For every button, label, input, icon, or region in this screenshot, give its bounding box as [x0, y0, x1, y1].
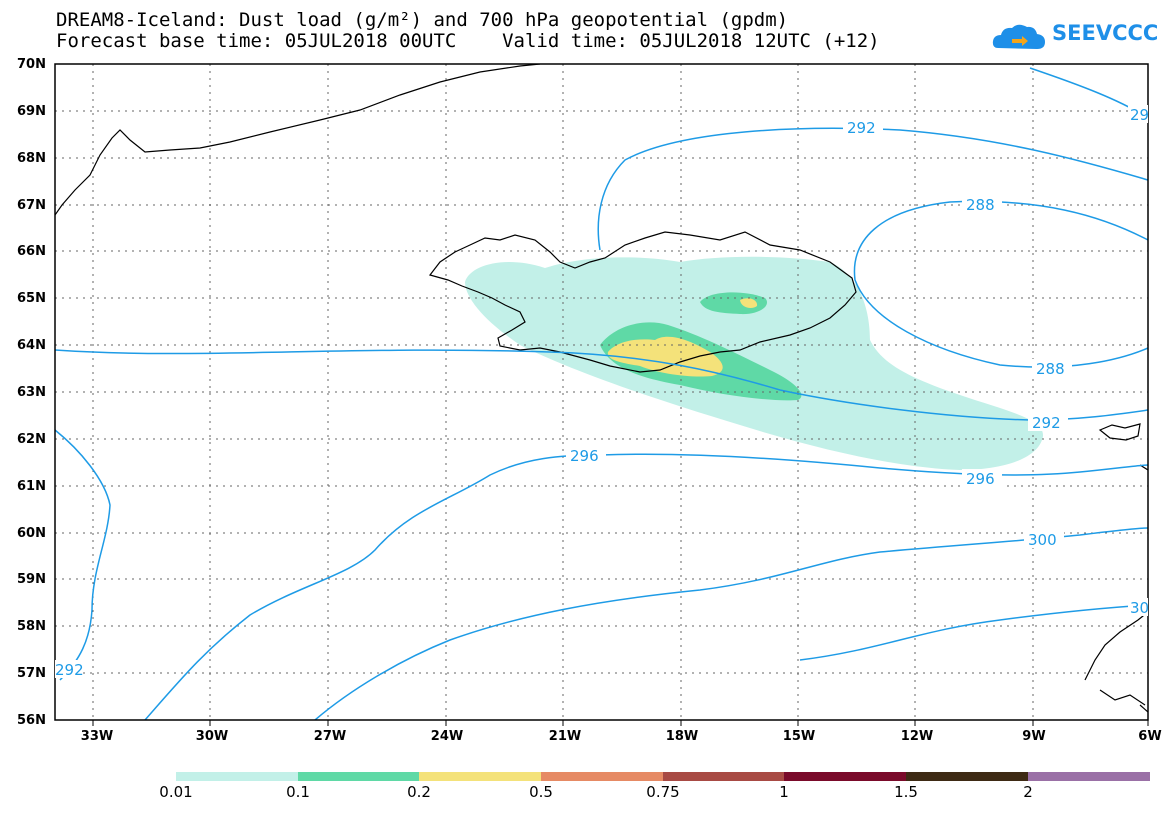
lon-label: 27W	[313, 729, 347, 744]
lat-label: 68N	[17, 151, 46, 166]
lat-label: 63N	[17, 385, 46, 400]
colorbar-swatch	[663, 772, 784, 781]
dust-0.1	[700, 292, 768, 315]
lat-label: 57N	[17, 666, 46, 681]
contour-label: 288	[966, 196, 995, 214]
colorbar-swatch	[298, 772, 419, 781]
contour-label-partial: 29	[1130, 106, 1149, 124]
lat-label: 64N	[17, 338, 46, 353]
lon-label: 30W	[195, 729, 229, 744]
lat-label: 66N	[17, 244, 46, 259]
colorbar-swatch	[419, 772, 541, 781]
lon-label: 12W	[900, 729, 934, 744]
lat-label: 62N	[17, 432, 46, 447]
contour-label: 296	[966, 470, 995, 488]
colorbar-tick: 0.01	[159, 783, 193, 801]
colorbar-tick: 0.1	[286, 783, 310, 801]
colorbar-swatch	[906, 772, 1028, 781]
map-title-line2: Forecast base time: 05JUL2018 00UTC Vali…	[56, 30, 880, 52]
contour-label: 300	[1028, 531, 1057, 549]
contour-label: 292	[847, 119, 876, 137]
colorbar-swatch	[176, 772, 298, 781]
dust-field	[465, 256, 1044, 470]
colorbar-swatch	[784, 772, 906, 781]
lon-label: 6W	[1138, 729, 1162, 744]
lat-label: 59N	[17, 572, 46, 587]
lat-label: 70N	[17, 57, 46, 72]
tick-marks	[92, 720, 1149, 726]
contour-label: 296	[570, 447, 599, 465]
contour-label-partial: 30	[1130, 599, 1149, 617]
colorbar-tick: 0.75	[646, 783, 680, 801]
lat-label: 56N	[17, 713, 46, 728]
colorbar-tick: 1.5	[894, 783, 918, 801]
coastline	[55, 64, 1148, 713]
lat-label: 60N	[17, 526, 46, 541]
lon-label: 18W	[665, 729, 699, 744]
colorbar-tick: 1	[779, 783, 789, 801]
lon-label: 15W	[782, 729, 816, 744]
lon-label: 21W	[548, 729, 582, 744]
lat-label: 61N	[17, 479, 46, 494]
lon-label: 24W	[430, 729, 464, 744]
geopotential-contours	[55, 67, 1148, 720]
lon-label: 33W	[80, 729, 114, 744]
colorbar-swatch	[1028, 772, 1150, 781]
colorbar-tick: 2	[1023, 783, 1033, 801]
lat-label: 69N	[17, 104, 46, 119]
logo-text: SEEVCCC	[1052, 21, 1159, 45]
lat-label: 65N	[17, 291, 46, 306]
contour-label: 288	[1036, 360, 1065, 378]
contour-label: 292	[55, 661, 84, 679]
lat-label: 58N	[17, 619, 46, 634]
colorbar-swatch	[541, 772, 663, 781]
colorbar-tick: 0.5	[529, 783, 553, 801]
map-title-line1: DREAM8-Iceland: Dust load (g/m²) and 700…	[56, 9, 789, 31]
contour-label: 292	[1032, 414, 1061, 432]
lon-label: 9W	[1022, 729, 1046, 744]
lat-label: 67N	[17, 198, 46, 213]
dust-0.2	[607, 336, 723, 377]
dust-0.2	[740, 298, 758, 308]
colorbar-tick: 0.2	[407, 783, 431, 801]
map-frame	[54, 63, 1149, 721]
cloud-arrow-icon	[992, 24, 1045, 49]
